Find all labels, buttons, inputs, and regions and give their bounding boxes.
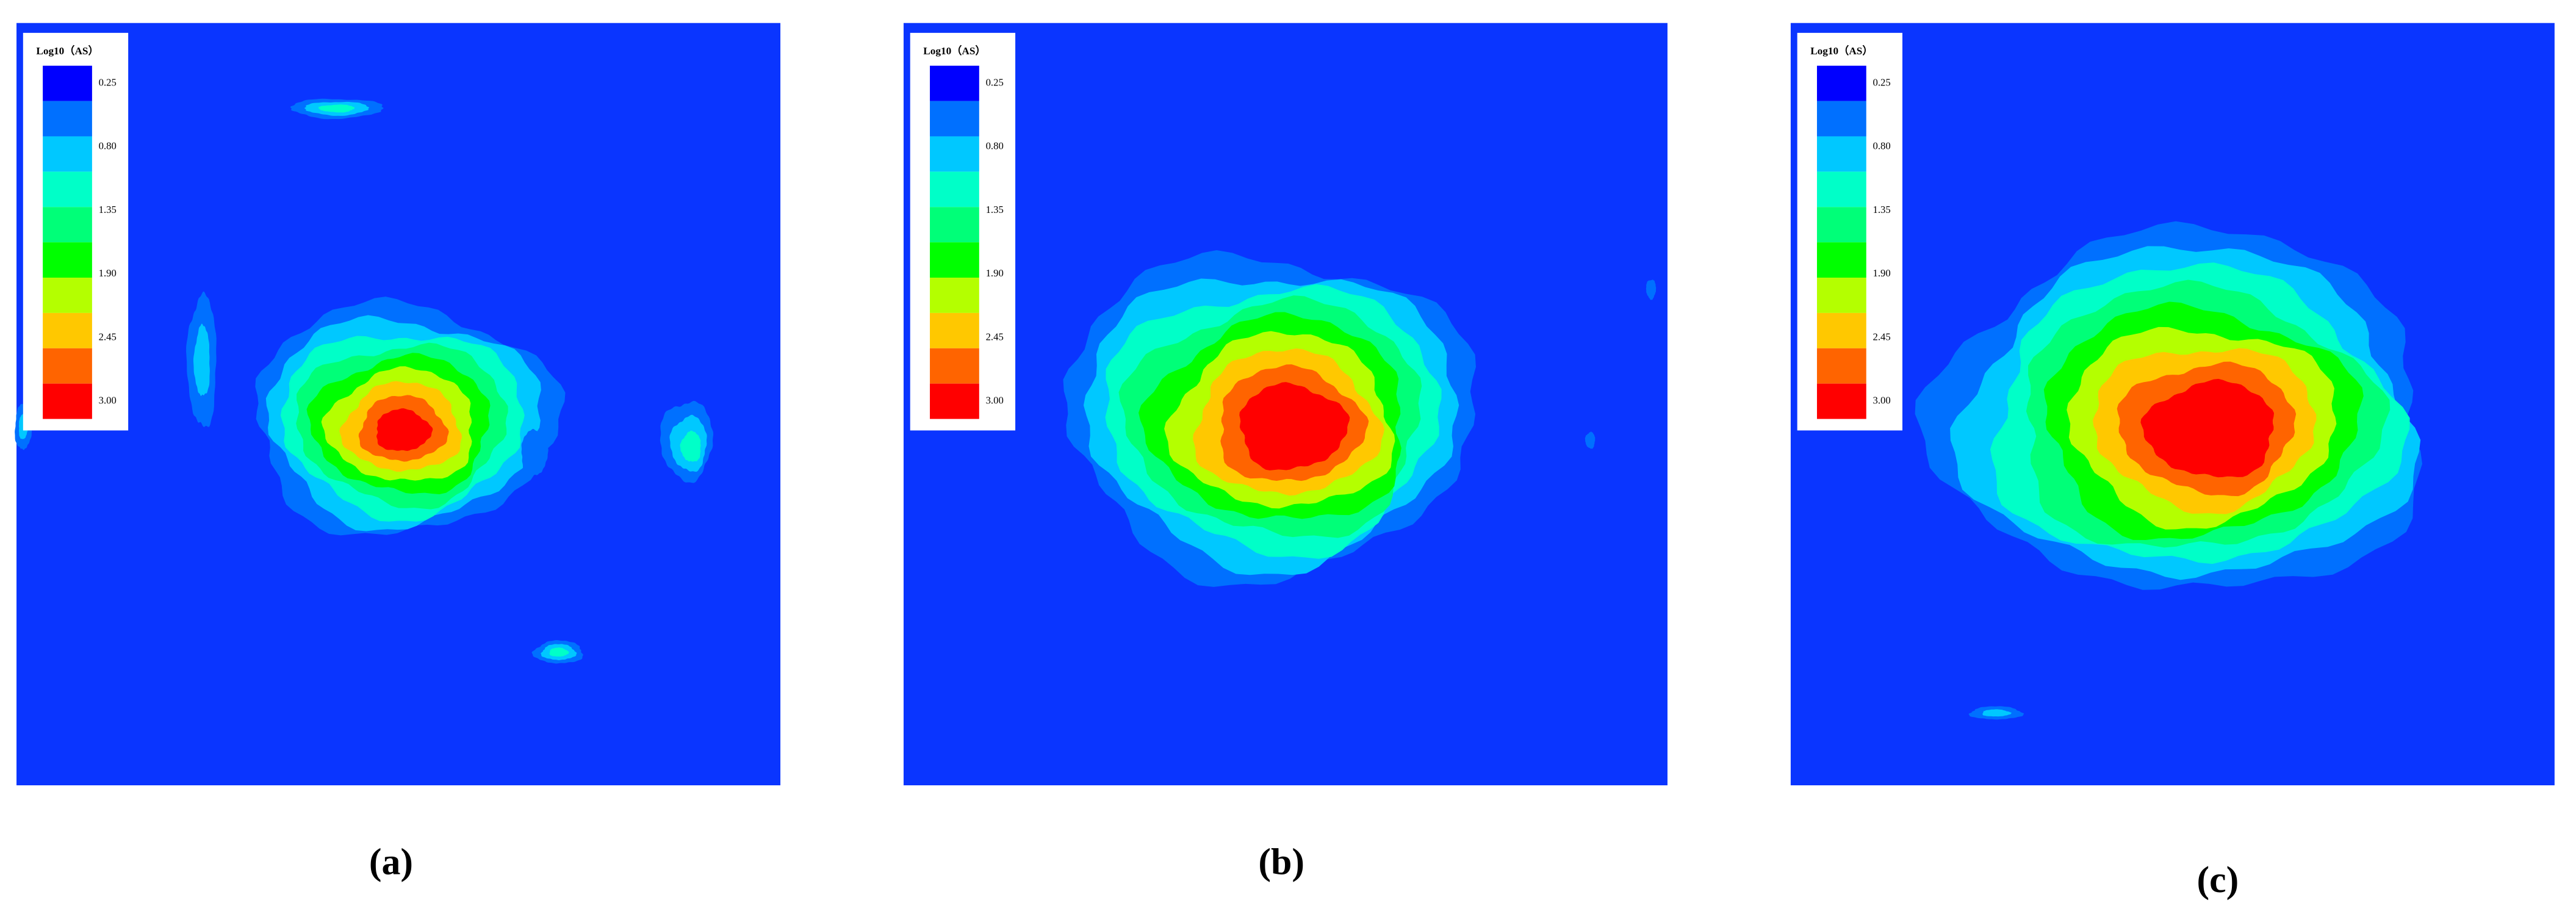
legend-tick-label: 0.25 bbox=[986, 76, 1004, 88]
legend-swatch bbox=[930, 383, 979, 419]
legend-swatch bbox=[1816, 348, 1866, 384]
contour-band bbox=[193, 323, 210, 396]
legend-swatch bbox=[43, 101, 92, 137]
panel-label: (a) bbox=[369, 841, 413, 882]
legend-tick-label: 2.45 bbox=[1873, 331, 1891, 342]
contour-band bbox=[1982, 709, 2012, 717]
legend-tick-label: 1.35 bbox=[99, 204, 117, 215]
panel: Log10（AS） 0.25 0.80 1.35 1.90 2.45 3.00 bbox=[903, 23, 1668, 785]
legend-swatch bbox=[930, 242, 979, 278]
legend-tick-label: 2.45 bbox=[986, 331, 1004, 342]
contour-band bbox=[1259, 400, 1331, 459]
legend: Log10（AS） 0.25 0.80 1.35 1.90 2.45 3.00 bbox=[23, 32, 129, 431]
panel: Log10（AS） 0.25 0.80 1.35 1.90 2.45 3.00 bbox=[15, 23, 781, 785]
contour-band bbox=[2168, 398, 2256, 463]
legend-swatch bbox=[930, 207, 979, 243]
legend-tick-label: 0.25 bbox=[1873, 76, 1891, 88]
panel-label: (c) bbox=[2197, 859, 2239, 901]
legend-swatch bbox=[930, 312, 979, 348]
contour-band bbox=[1585, 431, 1596, 449]
legend-swatch bbox=[1816, 171, 1866, 207]
legend-tick-label: 1.35 bbox=[986, 204, 1004, 215]
legend: Log10（AS） 0.25 0.80 1.35 1.90 2.45 3.00 bbox=[1797, 32, 1902, 431]
legend-swatch bbox=[1816, 101, 1866, 137]
legend-swatch bbox=[1816, 242, 1866, 278]
legend-swatch bbox=[43, 242, 92, 278]
legend-tick-label: 3.00 bbox=[1873, 394, 1891, 406]
legend-swatch bbox=[1816, 136, 1866, 172]
legend-tick-label: 3.00 bbox=[99, 394, 117, 406]
legend-tick-label: 0.80 bbox=[986, 140, 1004, 152]
legend-swatch bbox=[930, 348, 979, 384]
legend-tick-label: 0.80 bbox=[1873, 140, 1891, 152]
legend-swatch bbox=[1816, 207, 1866, 243]
contour-band bbox=[549, 647, 569, 657]
legend-swatch bbox=[43, 383, 92, 419]
panel: Log10（AS） 0.25 0.80 1.35 1.90 2.45 3.00 bbox=[1790, 23, 2555, 785]
legend-swatch bbox=[930, 65, 979, 101]
legend-swatch bbox=[43, 278, 92, 313]
legend-swatch bbox=[1816, 278, 1866, 313]
contour-band bbox=[521, 428, 549, 477]
legend-tick-label: 1.90 bbox=[99, 267, 117, 279]
legend-swatch bbox=[43, 348, 92, 384]
legend-tick-label: 1.90 bbox=[1873, 267, 1891, 279]
legend-swatch bbox=[1816, 383, 1866, 419]
contour-band bbox=[680, 430, 701, 462]
contour-band bbox=[318, 104, 355, 113]
legend-tick-label: 1.35 bbox=[1873, 204, 1891, 215]
legend-tick-label: 1.90 bbox=[986, 267, 1004, 279]
contour-band bbox=[1646, 279, 1657, 300]
legend-swatch bbox=[43, 136, 92, 172]
legend-swatch bbox=[43, 171, 92, 207]
legend-tick-label: 0.80 bbox=[99, 140, 117, 152]
legend-swatch bbox=[43, 312, 92, 348]
legend-tick-label: 0.25 bbox=[99, 76, 117, 88]
panel-label: (b) bbox=[1258, 841, 1304, 882]
legend-swatch bbox=[43, 65, 92, 101]
legend: Log10（AS） 0.25 0.80 1.35 1.90 2.45 3.00 bbox=[910, 32, 1016, 431]
legend-swatch bbox=[930, 171, 979, 207]
legend-swatch bbox=[930, 101, 979, 137]
legend-swatch bbox=[930, 136, 979, 172]
legend-swatch bbox=[930, 278, 979, 313]
legend-swatch bbox=[1816, 312, 1866, 348]
contour-band bbox=[376, 408, 433, 451]
legend-tick-label: 2.45 bbox=[99, 331, 117, 342]
legend-title: Log10（AS） bbox=[1810, 45, 1873, 57]
legend-title: Log10（AS） bbox=[923, 45, 985, 57]
legend-swatch bbox=[1816, 65, 1866, 101]
legend-swatch bbox=[43, 207, 92, 243]
legend-title: Log10（AS） bbox=[36, 45, 98, 57]
legend-tick-label: 3.00 bbox=[986, 394, 1004, 406]
